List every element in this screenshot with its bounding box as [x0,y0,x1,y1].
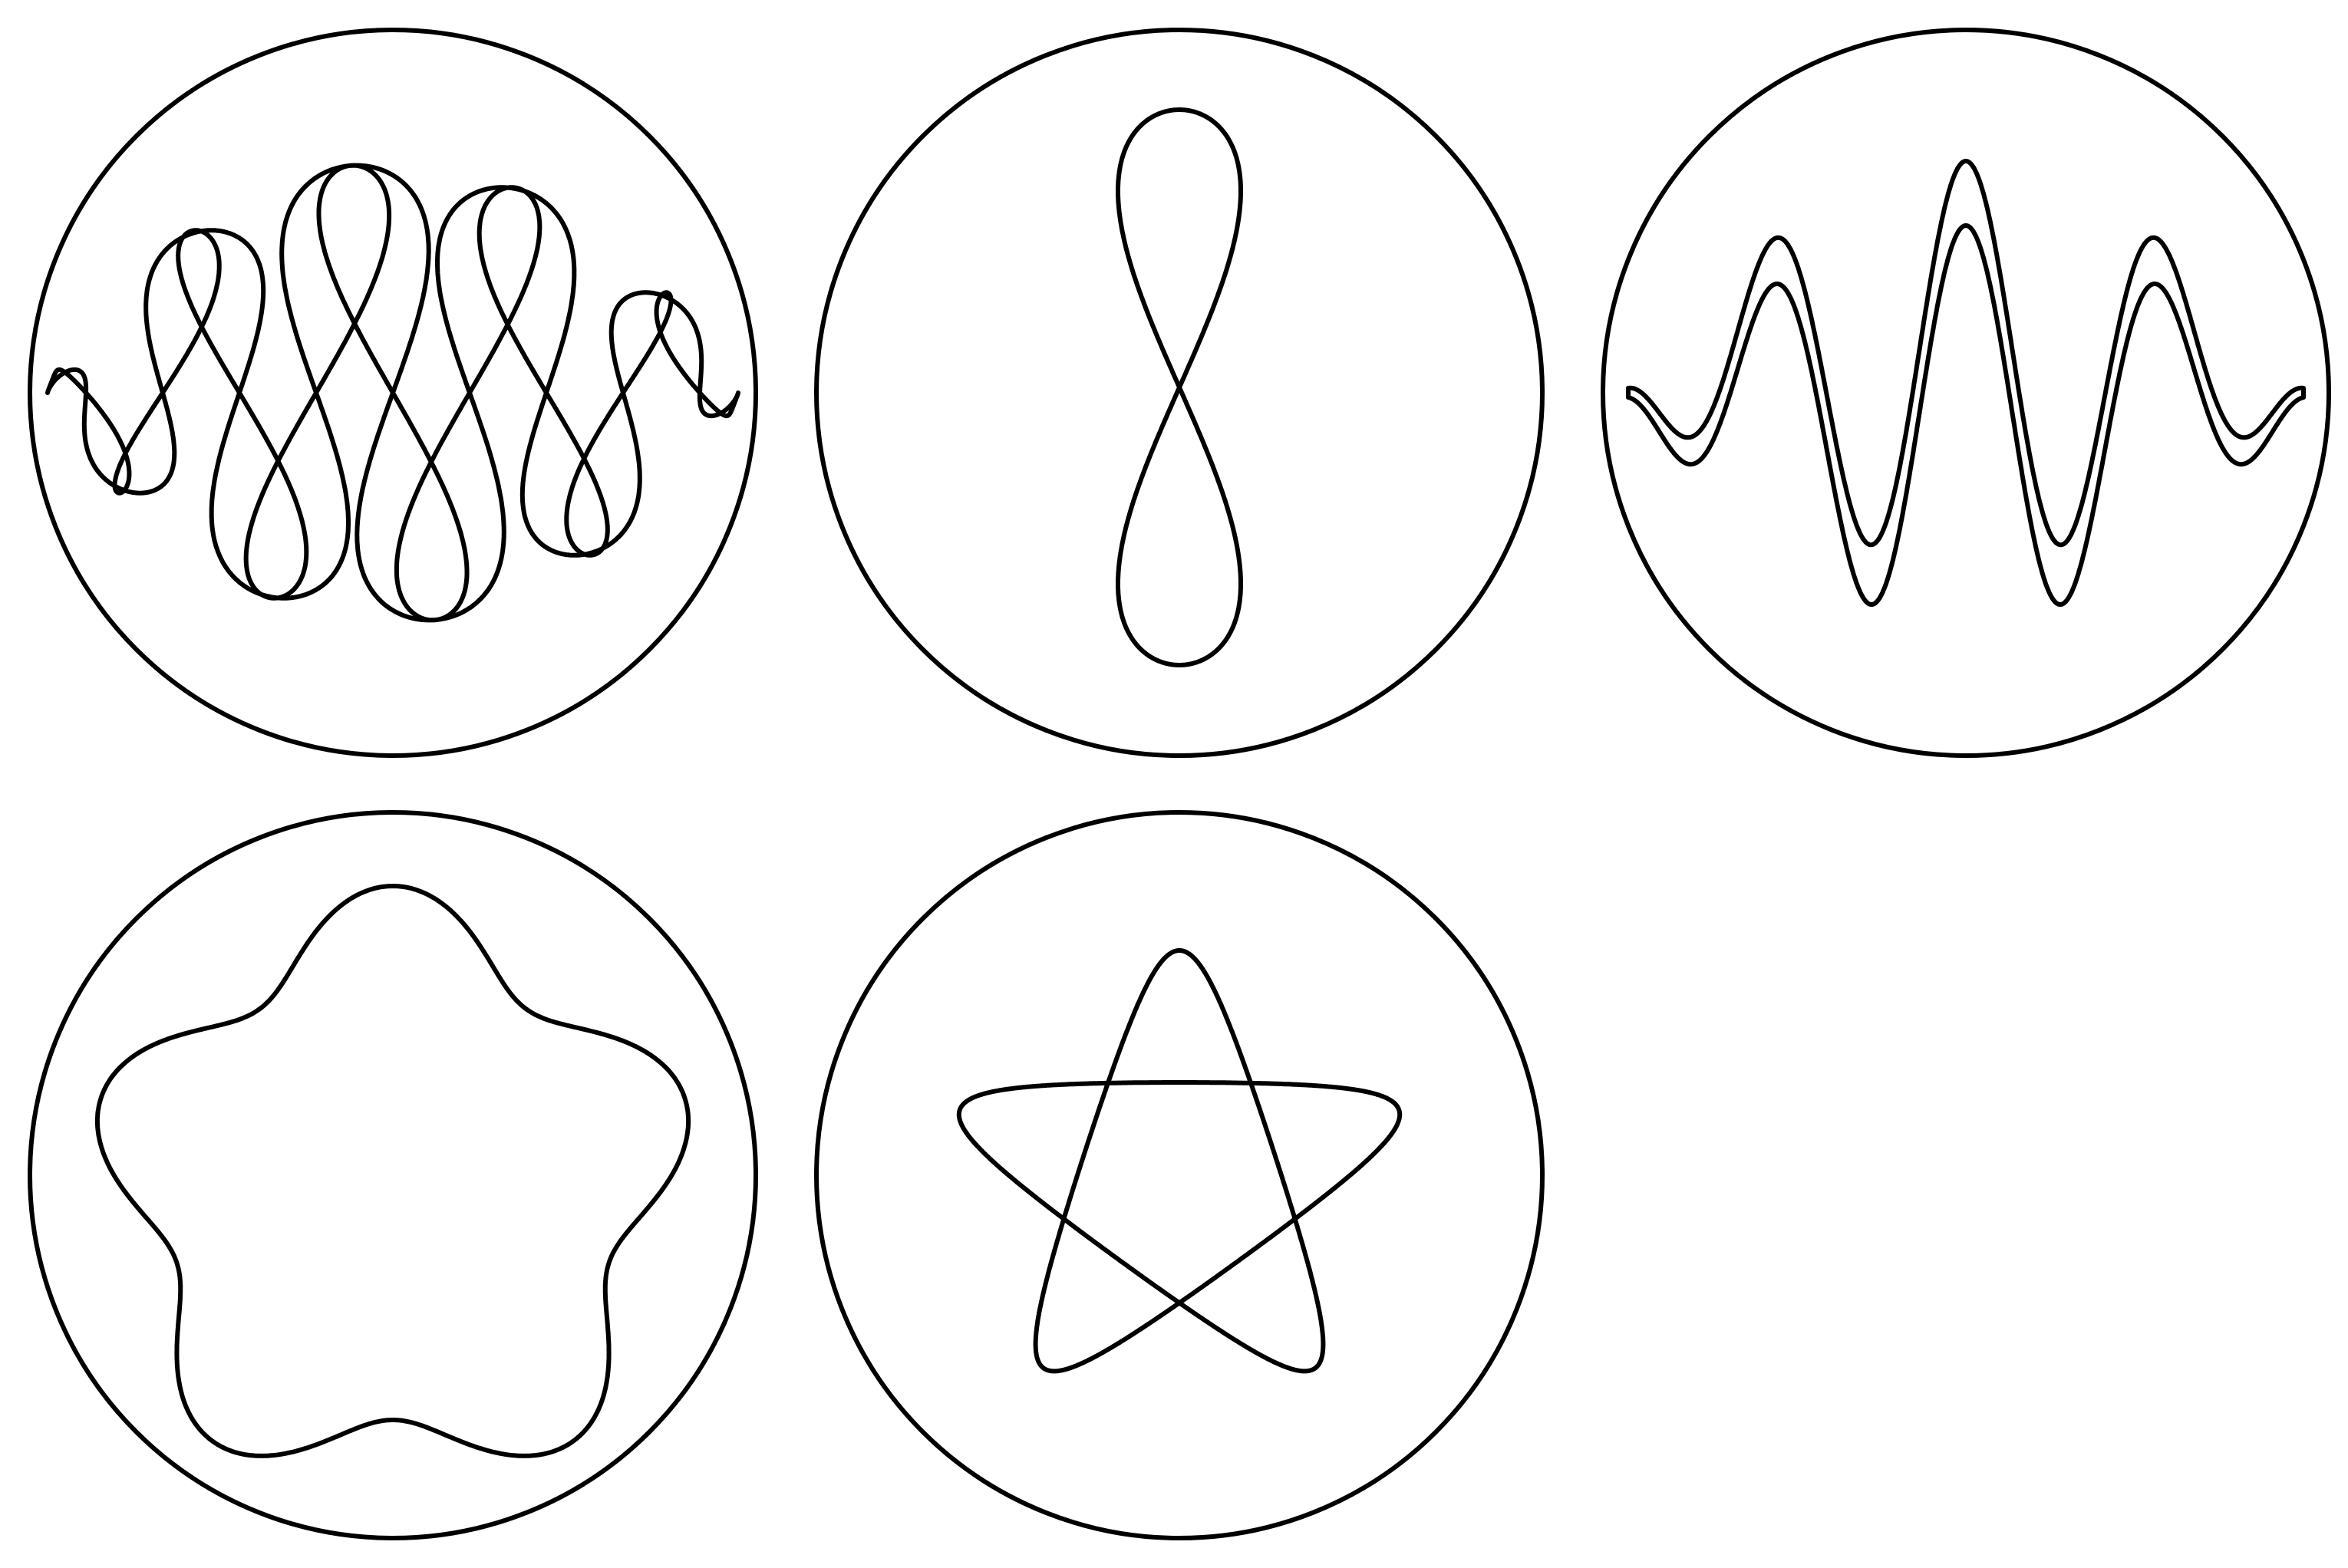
panel-2 [814,28,1545,758]
panel-5 [814,810,1545,1540]
panel-3 [1601,28,2331,758]
panel-5-disk [814,810,1545,1540]
panel-4-curve [94,884,691,1458]
panel-5-curve [956,948,1403,1374]
panel-1-disk [28,28,758,758]
panel-3-curve [1626,159,2306,608]
panel-1-curve [45,163,740,623]
panel-4 [28,810,758,1540]
panel-3-disk [1601,28,2331,758]
panel-2-disk [814,28,1545,758]
panel-4-disk [28,810,758,1540]
panel-2-curve [1116,107,1243,667]
panel-1 [28,28,758,758]
